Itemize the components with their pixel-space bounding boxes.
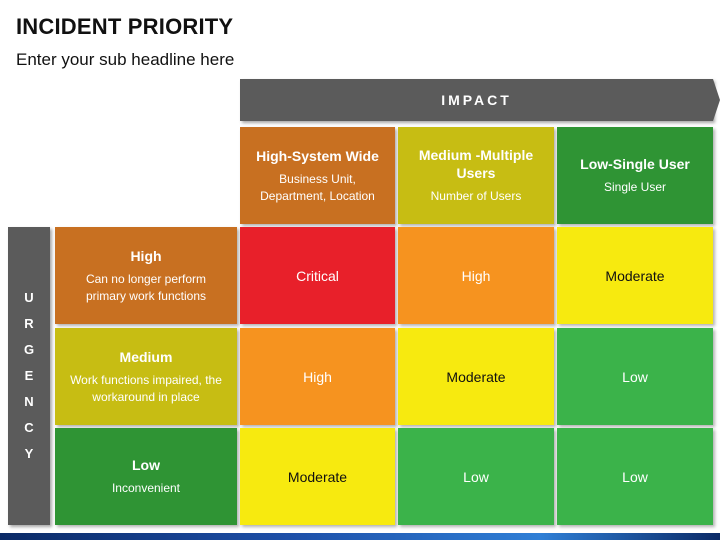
impact-column-desc: Single User <box>603 180 667 194</box>
footer-accent-strip <box>0 533 720 540</box>
priority-value: Moderate <box>446 368 506 385</box>
urgency-letter: R <box>24 316 34 331</box>
urgency-letter: U <box>24 290 34 305</box>
impact-header: IMPACT <box>240 79 720 121</box>
urgency-letter: N <box>24 394 34 409</box>
urgency-row-low: Low Inconvenient <box>55 428 237 525</box>
priority-cell-high: High <box>240 328 395 425</box>
urgency-letter: Y <box>24 446 34 461</box>
urgency-header: U R G E N C Y <box>8 227 50 525</box>
impact-column-title: High-System Wide <box>256 147 379 164</box>
priority-cell-moderate: Moderate <box>557 227 713 324</box>
impact-column-medium: Medium -Multiple Users Number of Users <box>398 127 554 224</box>
priority-cell-moderate: Moderate <box>398 328 554 425</box>
priority-cell-low: Low <box>557 428 713 525</box>
page-title: INCIDENT PRIORITY <box>16 14 234 39</box>
impact-column-title: Low-Single User <box>580 156 690 172</box>
urgency-row-desc: Can no longer perform primary work funct… <box>85 271 207 303</box>
urgency-row-desc: Inconvenient <box>111 481 181 495</box>
priority-value: Low <box>622 368 648 385</box>
urgency-letter: E <box>24 368 34 383</box>
priority-value: High <box>303 368 332 385</box>
priority-value: Critical <box>296 267 339 284</box>
priority-value: High <box>461 267 491 284</box>
priority-cell-low: Low <box>398 428 554 525</box>
impact-column-high: High-System Wide Business Unit, Departme… <box>240 127 395 224</box>
urgency-row-title: Low <box>132 457 160 473</box>
priority-value: Low <box>463 468 489 485</box>
urgency-row-medium: Medium Work functions impaired, the work… <box>55 328 237 425</box>
priority-value: Moderate <box>605 267 665 284</box>
impact-column-title: Medium -Multiple Users <box>418 147 534 181</box>
priority-value: Low <box>622 468 648 485</box>
urgency-row-desc: Work functions impaired, the workaround … <box>70 372 222 404</box>
urgency-row-title: Medium <box>119 348 173 365</box>
impact-column-low: Low-Single User Single User <box>557 127 713 224</box>
urgency-row-title: High <box>130 247 162 264</box>
priority-cell-critical: Critical <box>240 227 395 324</box>
priority-cell-high: High <box>398 227 554 324</box>
page-subtitle: Enter your sub headline here <box>16 50 235 69</box>
priority-value: Moderate <box>287 468 348 485</box>
priority-cell-low: Low <box>557 328 713 425</box>
impact-column-desc: Number of Users <box>430 189 522 203</box>
priority-cell-moderate: Moderate <box>240 428 395 525</box>
urgency-letter: G <box>23 342 35 357</box>
urgency-row-high: High Can no longer perform primary work … <box>55 227 237 324</box>
impact-column-desc: Business Unit, Department, Location <box>260 171 375 203</box>
urgency-letter: C <box>24 420 34 435</box>
